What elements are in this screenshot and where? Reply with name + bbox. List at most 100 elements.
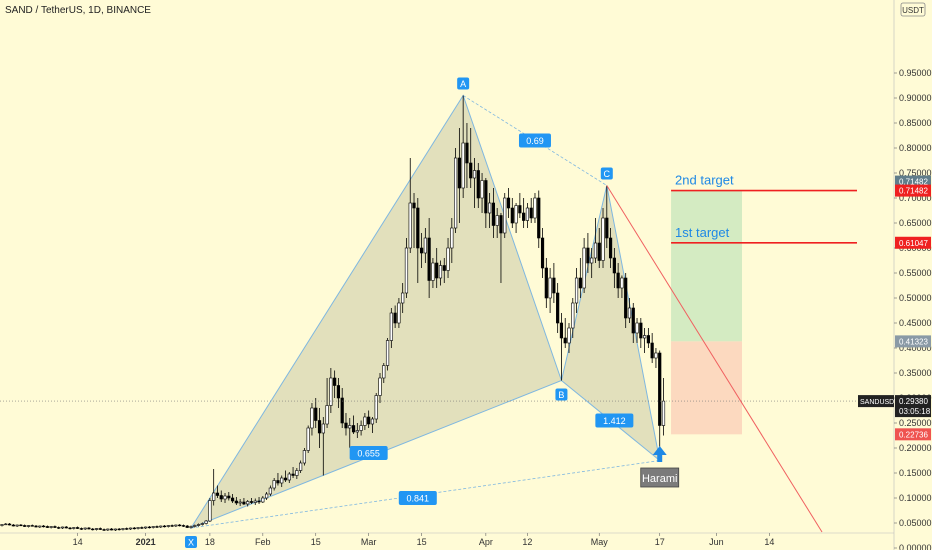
candle-body (310, 407, 314, 429)
price-tick-label: 0.20000 (899, 443, 932, 453)
candle-body (246, 501, 250, 505)
ratio-badge (398, 491, 437, 505)
candle-body (57, 527, 61, 529)
candle-body (238, 501, 242, 504)
candle-body (91, 528, 95, 531)
price-tick-label: 0.35000 (899, 368, 932, 378)
candle-body (491, 202, 496, 226)
candle-body (586, 247, 590, 264)
candle-body (537, 197, 541, 239)
time-tick-label: 18 (205, 537, 215, 547)
ratio-label: 0.655 (357, 449, 380, 459)
candle-body (155, 526, 159, 528)
time-tick-label: 2021 (136, 537, 156, 547)
candle-body (253, 500, 257, 503)
currency-badge[interactable]: USDT (900, 2, 926, 17)
candle-body (419, 247, 424, 254)
candle-body (79, 528, 83, 530)
ratio-badge (595, 413, 634, 428)
candle-body (98, 528, 102, 530)
candle-body (465, 142, 469, 164)
candle-body (612, 257, 616, 274)
candle-body (654, 352, 658, 359)
candle-body (23, 525, 27, 527)
candle-body (174, 524, 178, 527)
candle-body (620, 277, 624, 289)
candle-body (469, 162, 473, 179)
harami-box (640, 467, 680, 488)
candle-body (385, 340, 390, 366)
candle-body (314, 407, 318, 421)
candle-body (208, 500, 212, 522)
candle-body (453, 157, 458, 229)
candle-body (117, 528, 121, 531)
price-tick-label: 0.10000 (899, 493, 932, 503)
candle-body (556, 292, 560, 324)
candle-body (627, 307, 632, 319)
current-price-label: 0.29380 (899, 397, 928, 406)
candle-body (476, 170, 480, 199)
symbol-tag-label: SANDUSDT (860, 399, 899, 406)
profit-zone (671, 190, 742, 342)
candle-body (427, 237, 431, 281)
candle-body (363, 416, 367, 426)
point-badge (457, 77, 470, 90)
candle-body (159, 525, 163, 528)
candle-body (631, 307, 635, 334)
time-tick-label: Mar (361, 537, 377, 547)
candle-body (438, 265, 443, 279)
candle-body (514, 205, 518, 224)
candle-body (4, 523, 8, 526)
candle-body (423, 237, 427, 254)
candle-body (646, 335, 650, 344)
candle-body (408, 202, 412, 249)
candle-body (488, 202, 492, 214)
candle-body (571, 302, 575, 329)
candle-body (34, 525, 38, 528)
candle-body (30, 525, 34, 527)
time-tick-label: May (591, 537, 609, 547)
time-tick-label: 14 (764, 537, 774, 547)
candle-body (295, 470, 299, 476)
up-arrow-icon (652, 446, 667, 462)
candle-body (242, 501, 246, 505)
price-tick-label: 0.15000 (899, 468, 932, 478)
candle-body (60, 526, 65, 529)
top-price-tag-label: 0.71482 (899, 178, 928, 187)
point-label: B (558, 390, 564, 400)
point-badge (185, 536, 197, 548)
candle-body (53, 526, 57, 528)
candle-body (416, 207, 420, 249)
candle-body (367, 416, 371, 425)
target-1-tag (895, 236, 931, 249)
target-label: 1st target (675, 225, 730, 240)
candle-body (605, 217, 609, 239)
candle-body (597, 242, 601, 261)
price-tick-label: 0.90000 (899, 93, 932, 103)
time-axis[interactable]: Dec14202118Feb15Mar15Apr12May17Jun14 (0, 532, 894, 547)
point-badge (600, 167, 613, 180)
candle-body (7, 523, 12, 526)
candle-body (212, 492, 216, 501)
candle-body (193, 525, 197, 527)
entry-tag-label: 0.41323 (899, 337, 928, 346)
candle-body (389, 312, 393, 341)
candle-body (552, 277, 556, 294)
candle-body (461, 142, 465, 189)
candle-body (11, 524, 15, 527)
candle-body (280, 477, 284, 484)
candle-body (132, 527, 136, 530)
price-tick-label: 0.50000 (899, 293, 932, 303)
candle-body (333, 377, 337, 386)
stop-tag-label: 0.22736 (899, 430, 928, 439)
candle-body (166, 525, 170, 527)
candle-body (393, 312, 397, 324)
price-axis[interactable]: 0.95000 0.90000 0.85000 0.80000 0.75000 0.700… (858, 0, 932, 550)
symbol-tag (858, 395, 894, 408)
candle-body (525, 207, 530, 221)
candle-body (83, 527, 87, 530)
price-tick-label: 0.85000 (899, 118, 932, 128)
price-tick-label: 0.45000 (899, 318, 932, 328)
